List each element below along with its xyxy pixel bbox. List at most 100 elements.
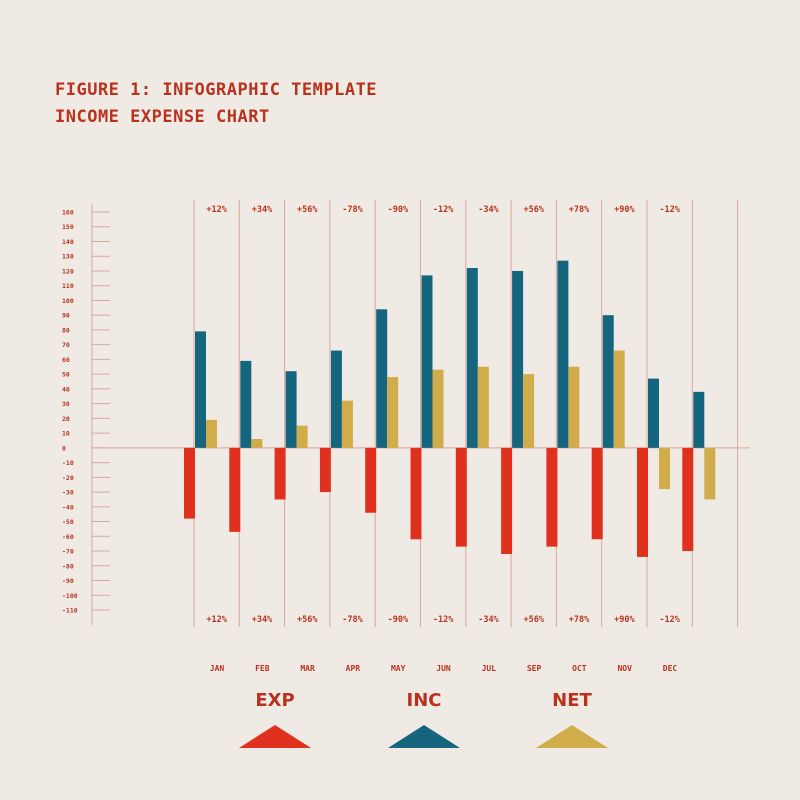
- y-tick-label: 130: [62, 253, 74, 261]
- bar-net: [206, 419, 217, 448]
- percent-label-top: +90%: [614, 205, 635, 215]
- month-label: DEC: [663, 664, 678, 673]
- bar-exp: [229, 447, 241, 532]
- percent-label-bottom: +34%: [252, 615, 273, 625]
- y-tick-label: 90: [62, 312, 70, 320]
- y-tick-label: -50: [62, 518, 74, 526]
- chart-title-line2: INCOME EXPENSE CHART: [55, 107, 270, 127]
- y-tick-label: -40: [62, 503, 74, 511]
- bar-inc: [693, 391, 705, 448]
- legend-inc-triangle-icon: [388, 725, 460, 748]
- percent-label-bottom: +12%: [206, 615, 227, 625]
- bar-inc: [195, 331, 206, 448]
- percent-label-bottom: +56%: [524, 615, 545, 625]
- percent-label-bottom: -34%: [478, 615, 499, 625]
- bar-net: [296, 425, 308, 448]
- percent-label-top: +78%: [569, 205, 590, 215]
- percent-label-bottom: -12%: [659, 615, 680, 625]
- percent-label-top: +56%: [524, 205, 545, 215]
- bar-net: [477, 366, 489, 448]
- y-tick-label: -70: [62, 548, 74, 556]
- bar-exp: [637, 447, 648, 557]
- y-tick-label: -90: [62, 577, 74, 585]
- bar-net: [613, 350, 625, 448]
- bar-exp: [455, 447, 467, 547]
- percent-label-top: +34%: [252, 205, 273, 215]
- bar-inc: [376, 309, 388, 448]
- percent-label-top: -78%: [342, 205, 363, 215]
- y-tick-label: -100: [62, 592, 78, 600]
- y-tick-label: 60: [62, 356, 70, 364]
- month-label: JUN: [436, 664, 451, 673]
- y-tick-label: 80: [62, 326, 70, 334]
- legend-exp-triangle-icon: [239, 725, 311, 748]
- y-tick-label: 150: [62, 223, 74, 231]
- month-label: APR: [346, 664, 361, 673]
- bar-exp: [410, 447, 422, 540]
- y-tick-label: 20: [62, 415, 70, 423]
- bar-inc: [557, 260, 569, 448]
- bar-inc: [240, 360, 252, 448]
- bar-exp: [501, 447, 513, 554]
- bar-inc: [512, 270, 524, 448]
- chart-title-line1: FIGURE 1: INFOGRAPHIC TEMPLATE: [55, 80, 378, 100]
- bar-inc: [330, 350, 342, 448]
- bar-inc: [466, 268, 478, 448]
- bar-net: [432, 369, 444, 448]
- percent-label-bottom: -90%: [388, 615, 409, 625]
- bar-inc: [648, 378, 659, 448]
- month-label: OCT: [572, 664, 587, 673]
- y-tick-label: 140: [62, 238, 74, 246]
- y-tick-label: 50: [62, 371, 70, 379]
- y-tick-label: -80: [62, 562, 74, 570]
- legend-label-inc: INC: [406, 690, 442, 711]
- month-label: JUL: [482, 664, 497, 673]
- bar-net: [659, 447, 670, 490]
- month-label: SEP: [527, 664, 542, 673]
- bar-inc: [421, 275, 433, 448]
- bar-net: [341, 400, 353, 448]
- y-tick-label: 0: [62, 444, 66, 452]
- percent-label-bottom: +78%: [569, 615, 590, 625]
- month-label: JAN: [210, 664, 225, 673]
- legend-label-net: NET: [552, 690, 592, 711]
- bar-net: [523, 374, 535, 448]
- y-tick-label: 120: [62, 267, 74, 275]
- y-tick-label: 100: [62, 297, 74, 305]
- percent-label-bottom: +56%: [297, 615, 318, 625]
- percent-label-bottom: -78%: [342, 615, 363, 625]
- y-tick-label: 70: [62, 341, 70, 349]
- y-tick-label: -60: [62, 533, 74, 541]
- bar-net: [568, 366, 580, 448]
- percent-label-top: -90%: [388, 205, 409, 215]
- percent-label-bottom: -12%: [433, 615, 454, 625]
- y-tick-label: -30: [62, 489, 74, 497]
- bar-net: [387, 377, 399, 448]
- bar-exp: [184, 447, 195, 519]
- bar-inc: [602, 315, 614, 448]
- month-label: MAY: [391, 664, 406, 673]
- percent-label-top: -12%: [433, 205, 454, 215]
- month-label: NOV: [617, 664, 632, 673]
- percent-label-top: -34%: [478, 205, 499, 215]
- y-tick-label: 40: [62, 385, 70, 393]
- y-tick-label: 30: [62, 400, 70, 408]
- bar-net: [704, 447, 716, 500]
- bar-exp: [546, 447, 558, 547]
- bar-exp: [365, 447, 377, 513]
- bar-inc: [285, 371, 297, 448]
- percent-label-top: +56%: [297, 205, 318, 215]
- y-tick-label: -20: [62, 474, 74, 482]
- legend-label-exp: EXP: [255, 690, 295, 711]
- month-label: MAR: [300, 664, 315, 673]
- bar-net: [251, 439, 263, 448]
- month-label: FEB: [255, 664, 270, 673]
- legend-net-triangle-icon: [536, 725, 608, 748]
- bar-exp: [682, 447, 694, 552]
- bar-exp: [274, 447, 286, 500]
- bar-exp: [591, 447, 603, 540]
- percent-label-bottom: +90%: [614, 615, 635, 625]
- y-tick-label: -10: [62, 459, 74, 467]
- y-tick-label: 160: [62, 209, 74, 217]
